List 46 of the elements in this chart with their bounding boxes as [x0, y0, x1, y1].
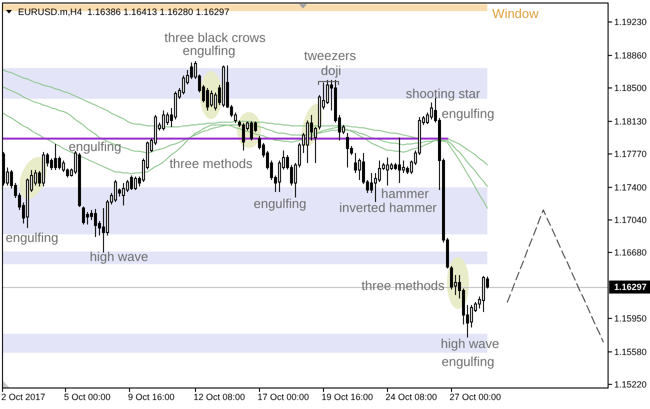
y-tick-label: 1.18500	[614, 82, 647, 93]
annotation: engulfing	[6, 230, 58, 244]
annotation: engulfing	[442, 106, 494, 120]
annotation: three methods	[169, 156, 254, 170]
x-tick-label: 9 Oct 16:00	[128, 392, 175, 402]
annotation: shooting star	[406, 86, 481, 100]
annotation: doji	[320, 62, 342, 78]
band-label: Window	[492, 6, 540, 21]
x-tick-label: 24 Oct 08:00	[386, 392, 438, 402]
x-tick-label: 5 Oct 00:00	[64, 392, 111, 402]
y-tick-label: 1.19230	[614, 16, 647, 27]
x-tick-label: 27 Oct 00:00	[450, 392, 502, 402]
candlestick	[354, 152, 357, 174]
annotation: tweezers	[304, 48, 357, 62]
candlestick	[386, 157, 389, 186]
y-tick-label: 1.18130	[614, 116, 647, 126]
x-tick-label: 19 Oct 16:00	[322, 392, 374, 402]
chart-title: EURUSD.m,H4 1.16386 1.16413 1.16280 1.16297	[18, 7, 230, 17]
x-tick-label: 12 Oct 08:00	[194, 392, 246, 402]
candlestick	[398, 137, 401, 184]
line-series	[506, 209, 604, 342]
y-tick-label: 1.15580	[614, 346, 647, 357]
y-tick-label: 1.16680	[614, 247, 647, 258]
annotation: engulfing	[442, 354, 494, 368]
annotation: three black crows	[164, 30, 266, 44]
annotation: engulfing	[182, 42, 236, 58]
candlestick	[402, 160, 405, 174]
y-tick-label: 1.17400	[614, 182, 647, 192]
candlestick	[370, 172, 373, 194]
candlestick	[122, 182, 125, 206]
y-tick-label: 1.18860	[614, 50, 647, 60]
annotation: inverted hammer	[339, 200, 438, 214]
annotation: high wave	[90, 248, 148, 264]
annotation: engulfing	[254, 196, 306, 210]
annotation: engulfing	[68, 138, 122, 154]
y-tick-label: 1.15950	[614, 313, 647, 324]
y-tick-label: 1.15220	[614, 379, 647, 390]
y-tick-label: 1.17040	[614, 214, 647, 225]
y-tick-label: 1.17770	[614, 148, 647, 159]
x-tick-label: 2 Oct 2017	[1, 392, 46, 402]
annotation: three methods	[361, 278, 446, 292]
ref-line-label: 1.16297	[614, 282, 647, 292]
annotation: high wave	[440, 336, 500, 350]
candlestick	[374, 172, 377, 202]
annotation: hammer	[381, 186, 430, 200]
x-tick-label: 17 Oct 00:00	[258, 392, 310, 402]
